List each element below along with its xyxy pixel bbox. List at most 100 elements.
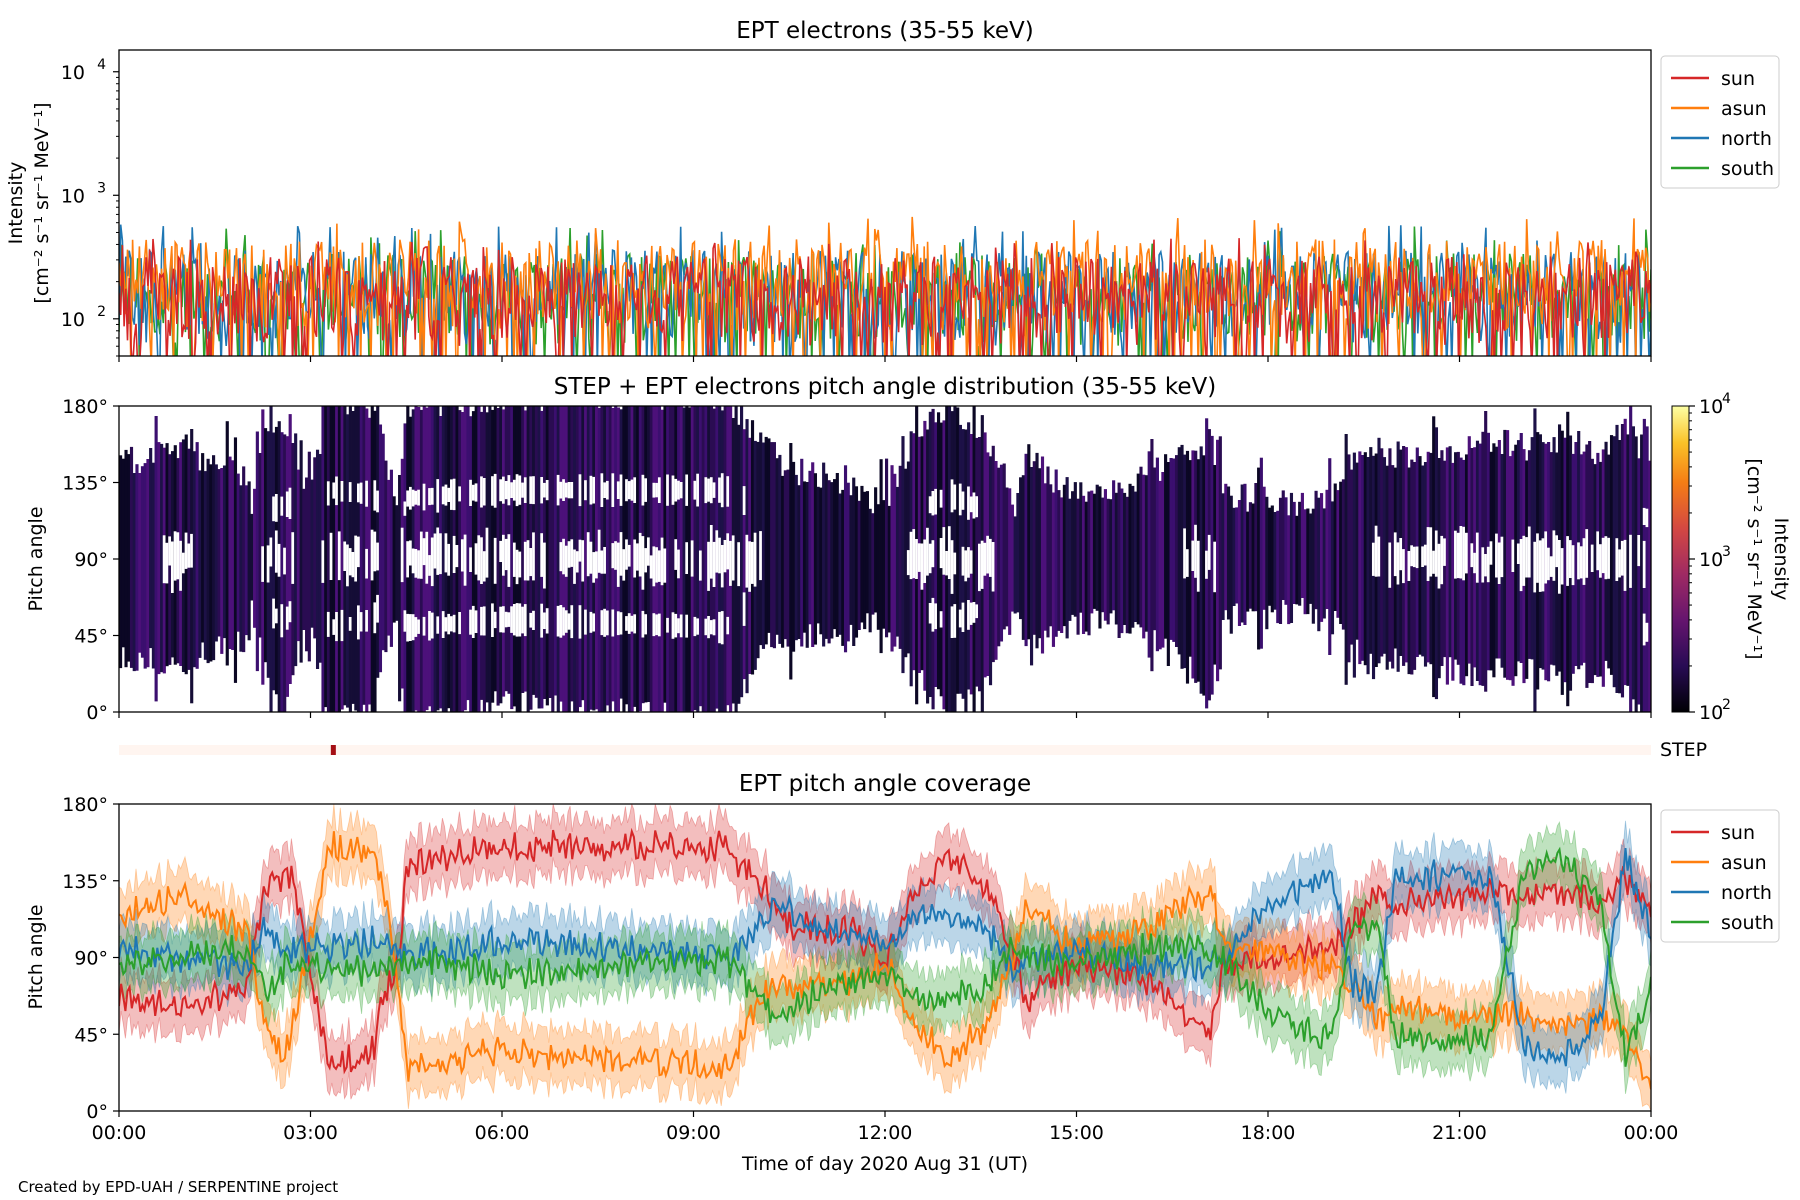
pad-gap <box>1623 539 1627 591</box>
panel1-plot-area <box>119 216 1651 356</box>
pad-gap <box>958 483 962 516</box>
pad-gap <box>1566 536 1570 586</box>
pad-gap <box>181 552 186 574</box>
pad-gap <box>351 552 355 578</box>
pad-gap <box>1489 541 1493 565</box>
pad-gap <box>1183 528 1187 579</box>
pad-column <box>1404 447 1408 663</box>
pad-column <box>1248 502 1252 609</box>
pad-gap <box>1434 530 1439 577</box>
pad-gap <box>704 477 708 504</box>
pad-column <box>1339 481 1343 624</box>
pad-gap <box>712 619 716 636</box>
pad-column <box>696 406 700 712</box>
pad-column <box>214 464 218 642</box>
pad-gap <box>556 474 560 506</box>
pad-gap <box>529 476 533 504</box>
pad-gap <box>1541 538 1545 592</box>
pad-column <box>450 406 454 712</box>
pad-gap <box>406 613 410 642</box>
pad-gap <box>1415 546 1419 569</box>
pad-column <box>521 406 525 693</box>
pad-gap <box>502 476 506 504</box>
pad-gap <box>428 611 432 641</box>
pad-column <box>874 487 878 613</box>
pad-gap <box>712 541 716 587</box>
pad-column <box>551 406 555 712</box>
pad-column <box>1478 443 1482 686</box>
pad-gap <box>359 482 363 504</box>
pad-column <box>668 406 673 712</box>
pad-column <box>956 407 960 694</box>
pad-gap <box>726 616 730 635</box>
pad-column <box>332 406 336 712</box>
pad-gap <box>917 543 921 572</box>
pad-column <box>140 466 145 658</box>
pad-column <box>1073 482 1077 617</box>
pad-gap <box>274 608 279 624</box>
pad-column <box>972 406 976 712</box>
pad-gap <box>709 477 714 504</box>
pad-gap <box>162 535 166 584</box>
panel2-ylabel: Pitch angle <box>25 506 47 611</box>
pad-column <box>387 479 391 636</box>
pad-gap <box>641 536 645 590</box>
pad-gap <box>326 611 331 637</box>
pad-column <box>1289 492 1294 623</box>
pad-gap <box>529 548 533 577</box>
pad-column <box>403 423 407 712</box>
pad-gap <box>953 604 957 638</box>
pad-column <box>198 470 202 658</box>
pad-column <box>833 479 837 630</box>
pad-column <box>1153 467 1157 631</box>
pad-gap <box>1533 541 1537 593</box>
pad-gap <box>616 481 621 499</box>
pad-column <box>1588 441 1592 683</box>
pad-gap <box>906 550 911 576</box>
pad-gap <box>1459 526 1463 579</box>
pad-column <box>1076 498 1080 635</box>
pad-gap <box>1604 536 1608 580</box>
pad-column <box>1593 464 1597 676</box>
pad-gap <box>619 474 623 506</box>
pad-gap <box>967 486 971 520</box>
pad-column <box>1112 480 1116 611</box>
pad-gap <box>972 492 976 519</box>
pad-gap <box>540 533 544 577</box>
pad-gap <box>447 487 451 502</box>
tick-label: 10 <box>61 62 85 84</box>
pad-column <box>1035 452 1039 649</box>
pad-column <box>701 406 705 712</box>
pad-column <box>1095 484 1099 611</box>
pad-gap <box>644 478 648 502</box>
pad-gap <box>644 548 648 573</box>
pad-column <box>132 473 136 672</box>
pad-gap <box>529 612 533 628</box>
y-tick-label: 90° <box>74 549 108 571</box>
pad-gap <box>1601 537 1605 574</box>
pad-gap <box>709 525 714 579</box>
pad-gap <box>452 535 456 573</box>
pad-column <box>1057 490 1061 631</box>
pad-gap <box>677 480 681 500</box>
pad-gap <box>480 476 484 508</box>
pad-column <box>778 454 782 644</box>
pad-gap <box>1443 538 1447 566</box>
pad-gap <box>1645 508 1649 528</box>
pad-gap <box>447 613 451 635</box>
pad-column <box>1347 454 1351 663</box>
pad-gap <box>504 611 508 628</box>
pad-column <box>934 422 938 687</box>
pad-column <box>898 465 902 649</box>
panel3-ylabel: Pitch angle <box>25 904 47 1009</box>
y-tick-label: 180° <box>62 396 108 418</box>
pad-column <box>822 462 826 647</box>
pad-gap <box>280 496 284 516</box>
pad-column <box>666 406 670 712</box>
pad-gap <box>288 601 292 623</box>
pad-gap <box>559 605 563 638</box>
pad-gap <box>499 479 503 502</box>
pad-column <box>1043 483 1047 631</box>
pad-gap <box>450 479 454 510</box>
pad-gap <box>436 616 440 634</box>
